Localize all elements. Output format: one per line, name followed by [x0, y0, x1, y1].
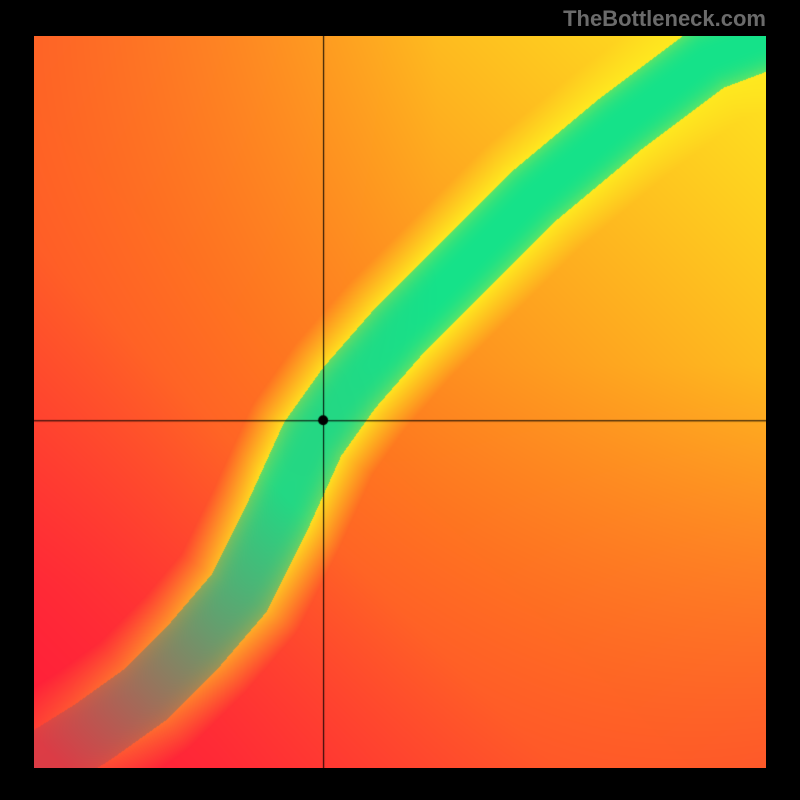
chart-container: TheBottleneck.com	[0, 0, 800, 800]
bottleneck-heatmap	[34, 36, 766, 768]
watermark-text: TheBottleneck.com	[563, 6, 766, 32]
